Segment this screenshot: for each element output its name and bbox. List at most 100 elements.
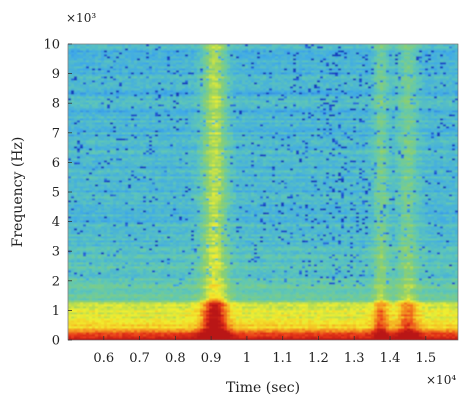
- spectrogram-cell: [74, 96, 78, 99]
- spectrogram-cell: [92, 174, 96, 177]
- spectrogram-cell: [83, 56, 87, 59]
- spectrogram-cell: [71, 306, 75, 309]
- spectrogram-cell: [113, 242, 117, 245]
- spectrogram-cell: [122, 134, 126, 137]
- spectrogram-cell: [86, 284, 90, 287]
- spectrogram-cell: [134, 152, 138, 155]
- spectrogram-cell: [74, 220, 78, 223]
- spectrogram-cell: [146, 142, 150, 145]
- spectrogram-cell: [95, 134, 99, 137]
- spectrogram-cell: [89, 128, 93, 131]
- spectrogram-cell: [140, 202, 144, 205]
- spectrogram-cell: [71, 94, 75, 97]
- spectrogram-cell: [155, 44, 159, 47]
- spectrogram-cell: [89, 148, 93, 151]
- spectrogram-cell: [146, 140, 150, 143]
- spectrogram-cell: [125, 58, 129, 61]
- spectrogram-cell: [128, 128, 132, 131]
- spectrogram-cell: [95, 146, 99, 149]
- spectrogram-cell: [128, 336, 132, 339]
- spectrogram-cell: [68, 150, 72, 153]
- spectrogram-cell: [140, 150, 144, 153]
- spectrogram-cell: [83, 152, 87, 155]
- spectrogram-cell: [140, 210, 144, 213]
- spectrogram-cell: [119, 56, 123, 59]
- spectrogram-cell: [74, 194, 78, 197]
- spectrogram-cell: [71, 86, 75, 89]
- spectrogram-cell: [86, 294, 90, 297]
- spectrogram-cell: [74, 296, 78, 299]
- spectrogram-cell: [98, 214, 102, 217]
- spectrogram-cell: [98, 306, 102, 309]
- spectrogram-cell: [77, 142, 81, 145]
- spectrogram-cell: [134, 114, 138, 117]
- spectrogram-cell: [80, 82, 84, 85]
- spectrogram-cell: [77, 164, 81, 167]
- spectrogram-cell: [83, 256, 87, 259]
- spectrogram-cell: [134, 218, 138, 221]
- spectrogram-cell: [119, 336, 123, 339]
- spectrogram-cell: [104, 246, 108, 249]
- spectrogram-cell: [74, 180, 78, 183]
- spectrogram-cell: [146, 54, 150, 57]
- spectrogram-cell: [131, 108, 135, 111]
- spectrogram-cell: [107, 130, 111, 133]
- spectrogram-cell: [74, 52, 78, 55]
- spectrogram-cell: [89, 248, 93, 251]
- spectrogram-cell: [92, 126, 96, 129]
- spectrogram-cell: [140, 280, 144, 283]
- spectrogram-cell: [98, 336, 102, 339]
- spectrogram-cell: [101, 192, 105, 195]
- spectrogram-cell: [89, 66, 93, 69]
- spectrogram-cell: [125, 292, 129, 295]
- spectrogram-cell: [125, 222, 129, 225]
- spectrogram-cell: [77, 170, 81, 173]
- spectrogram-cell: [104, 136, 108, 139]
- spectrogram-cell: [119, 292, 123, 295]
- spectrogram-cell: [134, 174, 138, 177]
- spectrogram-cell: [74, 250, 78, 253]
- spectrogram-cell: [83, 64, 87, 67]
- spectrogram-cell: [110, 166, 114, 169]
- spectrogram-cell: [149, 138, 153, 141]
- spectrogram-cell: [128, 276, 132, 279]
- spectrogram-cell: [98, 208, 102, 211]
- spectrogram-cell: [122, 146, 126, 149]
- spectrogram-cell: [137, 246, 141, 249]
- spectrogram-cell: [74, 230, 78, 233]
- spectrogram-cell: [95, 198, 99, 201]
- spectrogram-cell: [113, 250, 117, 253]
- spectrogram-cell: [89, 62, 93, 65]
- spectrogram-cell: [146, 226, 150, 229]
- spectrogram-cell: [104, 74, 108, 77]
- spectrogram-cell: [128, 252, 132, 255]
- spectrogram-cell: [143, 66, 147, 69]
- spectrogram-cell: [104, 112, 108, 115]
- spectrogram-cell: [80, 114, 84, 117]
- spectrogram-cell: [107, 234, 111, 237]
- spectrogram-cell: [119, 254, 123, 257]
- spectrogram-cell: [92, 276, 96, 279]
- spectrogram-cell: [134, 178, 138, 181]
- spectrogram-cell: [104, 72, 108, 75]
- spectrogram-cell: [122, 200, 126, 203]
- spectrogram-cell: [95, 44, 99, 47]
- spectrogram-cell: [107, 80, 111, 83]
- spectrogram-cell: [80, 50, 84, 53]
- spectrogram-cell: [116, 64, 120, 67]
- spectrogram-cell: [80, 178, 84, 181]
- spectrogram-cell: [119, 176, 123, 179]
- spectrogram-cell: [80, 58, 84, 61]
- spectrogram-cell: [140, 122, 144, 125]
- spectrogram-cell: [140, 52, 144, 55]
- spectrogram-cell: [149, 270, 153, 273]
- spectrogram-cell: [68, 214, 72, 217]
- spectrogram-cell: [77, 264, 81, 267]
- spectrogram-cell: [125, 126, 129, 129]
- spectrogram-cell: [95, 330, 99, 333]
- spectrogram-cell: [98, 44, 102, 47]
- spectrogram-cell: [146, 296, 150, 299]
- spectrogram-cell: [83, 234, 87, 237]
- spectrogram-cell: [83, 164, 87, 167]
- spectrogram-cell: [107, 106, 111, 109]
